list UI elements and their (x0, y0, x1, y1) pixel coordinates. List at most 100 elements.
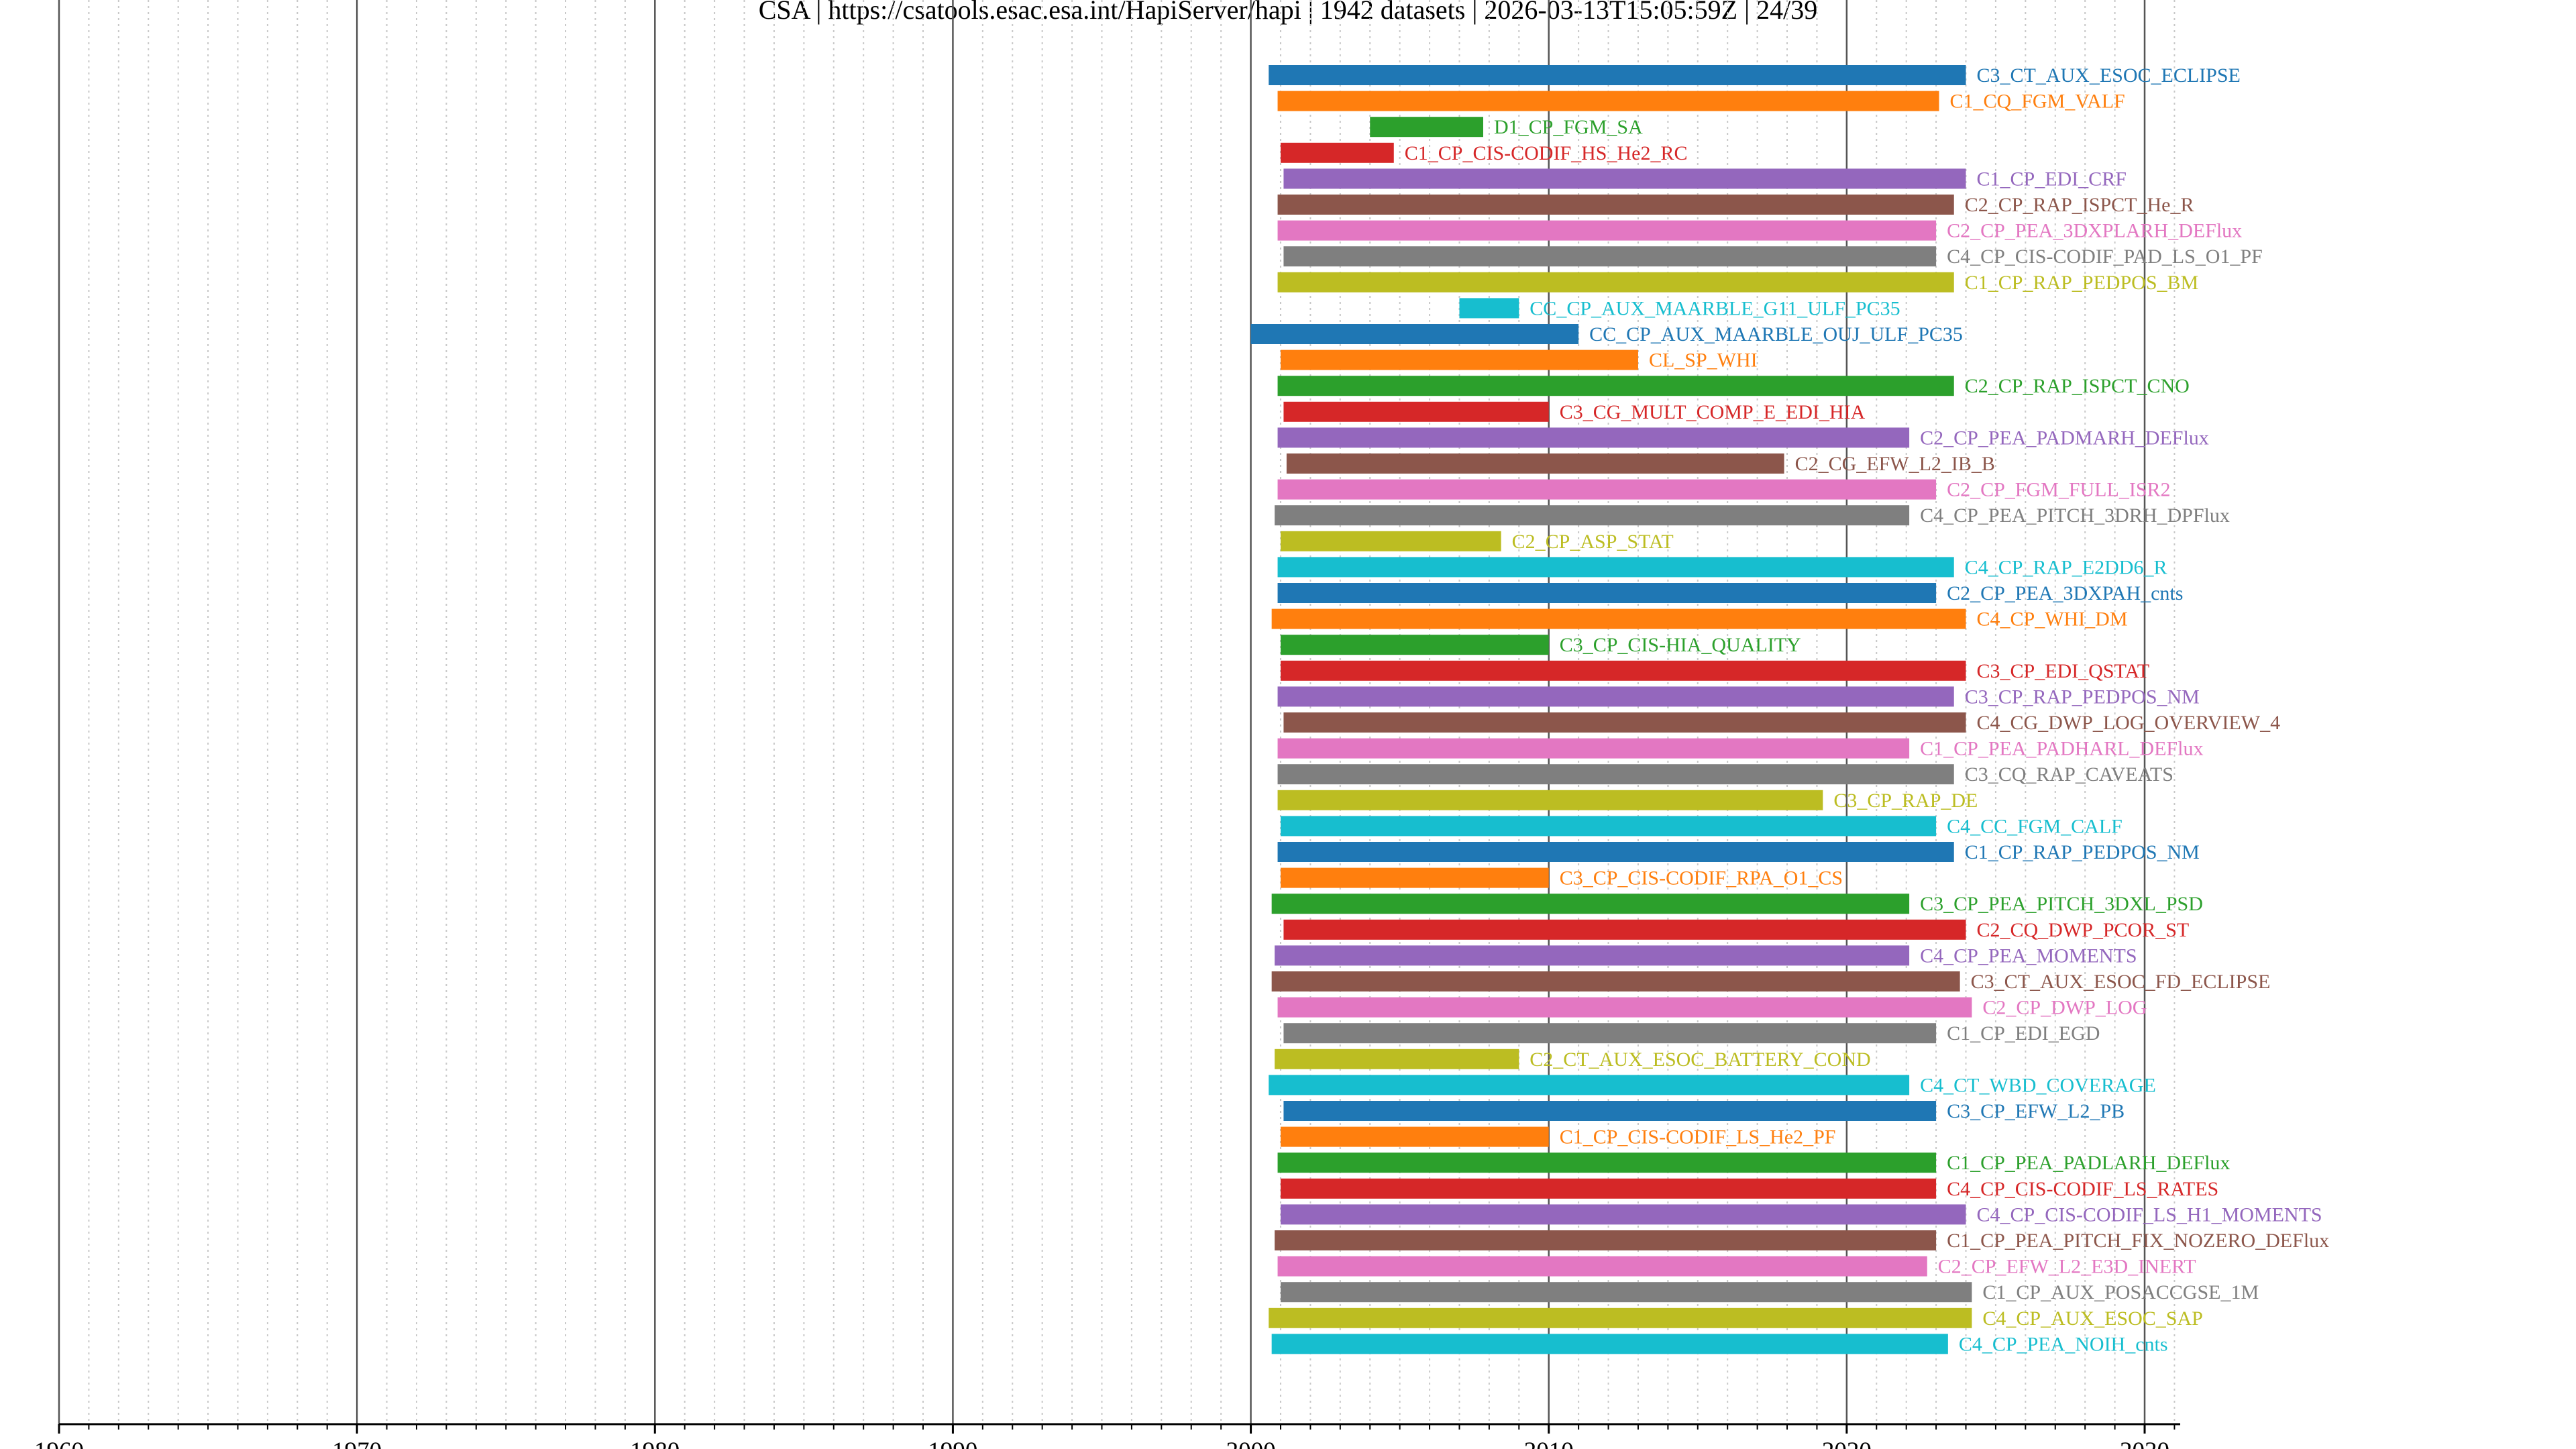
range-bar (1286, 453, 1784, 474)
bar-label: CL_SP_WHI (1649, 350, 1758, 372)
range-bar (1277, 220, 1937, 241)
range-bar (1271, 971, 1960, 991)
bar-label: C3_CP_CIS-HIA_QUALITY (1560, 634, 1801, 656)
range-bar (1277, 764, 1954, 785)
bar-label: C4_CP_WHI_DM (1977, 608, 2128, 631)
range-bar (1280, 142, 1394, 163)
chart-title: CSA | https://csatools.esac.esa.int/Hapi… (759, 0, 1817, 25)
range-bar (1250, 324, 1579, 344)
bar-label: C1_CP_EDI_CRF (1977, 168, 2127, 190)
bar-label: C1_CP_RAP_PEDPOS_NM (1965, 841, 2200, 863)
bar-label: C4_CP_CIS-CODIF_LS_H1_MOMENTS (1977, 1203, 2322, 1226)
bar-label: C4_CC_FGM_CALF (1947, 815, 2123, 837)
x-axis: 1960 1970 1980 1990 2000 2010 2020 2030 (34, 1423, 2180, 1449)
bar-label: C2_CP_PEA_3DXPAH_cnts (1947, 582, 2183, 604)
bar-label: C1_CP_PEA_PADLARH_DEFlux (1947, 1152, 2230, 1174)
bar-label: C1_CP_CIS-CODIF_HS_He2_RC (1405, 142, 1688, 164)
range-bar (1277, 686, 1954, 707)
bar-label: C1_CP_AUX_POSACCGSE_1M (1982, 1281, 2259, 1303)
bar-label: D1_CP_FGM_SA (1494, 116, 1643, 138)
bar-label: C4_CP_PEA_MOMENTS (1920, 945, 2137, 967)
range-bar (1277, 272, 1954, 292)
range-bar (1269, 1307, 1972, 1328)
range-bar (1277, 842, 1954, 862)
range-bar (1277, 376, 1954, 396)
range-bar (1283, 1101, 1937, 1121)
range-bar (1271, 608, 1966, 629)
bar-label: C3_CP_CIS-CODIF_RPA_O1_CS (1560, 867, 1843, 890)
range-bar (1283, 712, 1966, 733)
bar-label: C3_CT_AUX_ESOC_ECLIPSE (1977, 64, 2241, 87)
x-tick-label: 2000 (1226, 1438, 1276, 1449)
bar-label: C3_CG_MULT_COMP_E_EDI_HIA (1560, 401, 1866, 423)
range-bar (1280, 660, 1966, 681)
range-bar (1275, 1049, 1519, 1069)
range-bar (1271, 894, 1910, 914)
bar-label: C2_CP_RAP_ISPCT_CNO (1965, 375, 2190, 397)
bar-label: C2_CP_FGM_FULL_ISR2 (1947, 479, 2170, 501)
range-bar (1269, 65, 1966, 85)
bar-label: C3_CP_RAP_DE (1833, 790, 1978, 812)
x-tick-label: 2020 (1822, 1438, 1872, 1449)
bar-label: C4_CP_PEA_PITCH_3DRH_DPFlux (1920, 504, 2230, 527)
x-tick-label: 2030 (2120, 1438, 2169, 1449)
range-bar (1370, 117, 1484, 138)
range-bar (1277, 583, 1937, 603)
bar-label: C2_CT_AUX_ESOC_BATTERY_COND (1529, 1049, 1870, 1071)
bar-label: C2_CG_EFW_L2_IB_B (1795, 453, 1995, 475)
bar-label: C3_CP_EDI_QSTAT (1977, 660, 2150, 682)
bar-label: C1_CQ_FGM_VALF (1950, 91, 2125, 113)
range-bar (1283, 919, 1966, 940)
bar-label: C1_CP_EDI_EGD (1947, 1022, 2100, 1044)
x-tick-label: 1990 (928, 1438, 977, 1449)
range-bars (1250, 65, 1972, 1354)
range-bar (1280, 1204, 1966, 1225)
bar-label: C3_CP_RAP_PEDPOS_NM (1965, 686, 2200, 708)
range-bar (1280, 867, 1549, 888)
bar-label: C3_CQ_RAP_CAVEATS (1965, 763, 2174, 786)
bar-label: C4_CP_RAP_E2DD6_R (1965, 556, 2167, 578)
bar-label: C4_CG_DWP_LOG_OVERVIEW_4 (1977, 712, 2281, 734)
range-bar (1283, 168, 1966, 189)
range-bar (1277, 195, 1954, 215)
bar-label: C2_CP_RAP_ISPCT_He_R (1965, 194, 2194, 216)
range-bar (1280, 350, 1638, 370)
range-bar (1280, 1126, 1549, 1147)
bar-label: CC_CP_AUX_MAARBLE_G11_ULF_PC35 (1529, 297, 1900, 319)
bar-label: C4_CP_CIS-CODIF_PAD_LS_O1_PF (1947, 246, 2263, 268)
range-bar (1277, 1152, 1937, 1173)
bar-label: C4_CP_AUX_ESOC_SAP (1982, 1307, 2202, 1330)
range-bar (1283, 246, 1937, 267)
range-bar (1280, 816, 1937, 837)
x-tick-label: 1960 (34, 1438, 84, 1449)
bar-label: C2_CP_EFW_L2_E3D_INERT (1938, 1256, 2196, 1278)
bar-label: CC_CP_AUX_MAARBLE_OUJ_ULF_PC35 (1589, 323, 1963, 345)
range-bar (1283, 1023, 1937, 1044)
bar-label: C2_CP_ASP_STAT (1512, 531, 1674, 553)
bar-label: C2_CP_PEA_3DXPLARH_DEFlux (1947, 220, 2242, 242)
bar-label: C3_CP_EFW_L2_PB (1947, 1100, 2125, 1122)
range-bar (1277, 479, 1937, 500)
bar-label: C1_CP_RAP_PEDPOS_BM (1965, 272, 2198, 294)
x-tick-label: 1970 (332, 1438, 382, 1449)
range-bar (1283, 401, 1549, 422)
range-bar (1269, 1075, 1910, 1095)
range-bar (1277, 1256, 1927, 1277)
range-bar (1277, 427, 1910, 448)
range-bar (1459, 298, 1519, 319)
range-bar (1280, 531, 1501, 551)
bar-labels: C3_CT_AUX_ESOC_ECLIPSE C1_CQ_FGM_VALF D1_C… (1405, 64, 2329, 1355)
range-bar (1277, 738, 1910, 759)
x-tick-label: 1980 (630, 1438, 680, 1449)
x-tick-label: 2010 (1524, 1438, 1574, 1449)
range-bar (1280, 635, 1549, 655)
bar-label: C3_CP_PEA_PITCH_3DXL_PSD (1920, 893, 2203, 915)
range-bar (1277, 557, 1954, 578)
range-bar (1275, 1230, 1937, 1250)
bar-label: C4_CP_PEA_NOIH_cnts (1959, 1333, 2168, 1355)
bar-label: C1_CP_CIS-CODIF_LS_He2_PF (1560, 1126, 1836, 1148)
bar-label: C4_CP_CIS-CODIF_LS_RATES (1947, 1178, 2218, 1200)
range-bar (1277, 997, 1972, 1018)
bar-label: C2_CP_DWP_LOG (1982, 997, 2147, 1019)
